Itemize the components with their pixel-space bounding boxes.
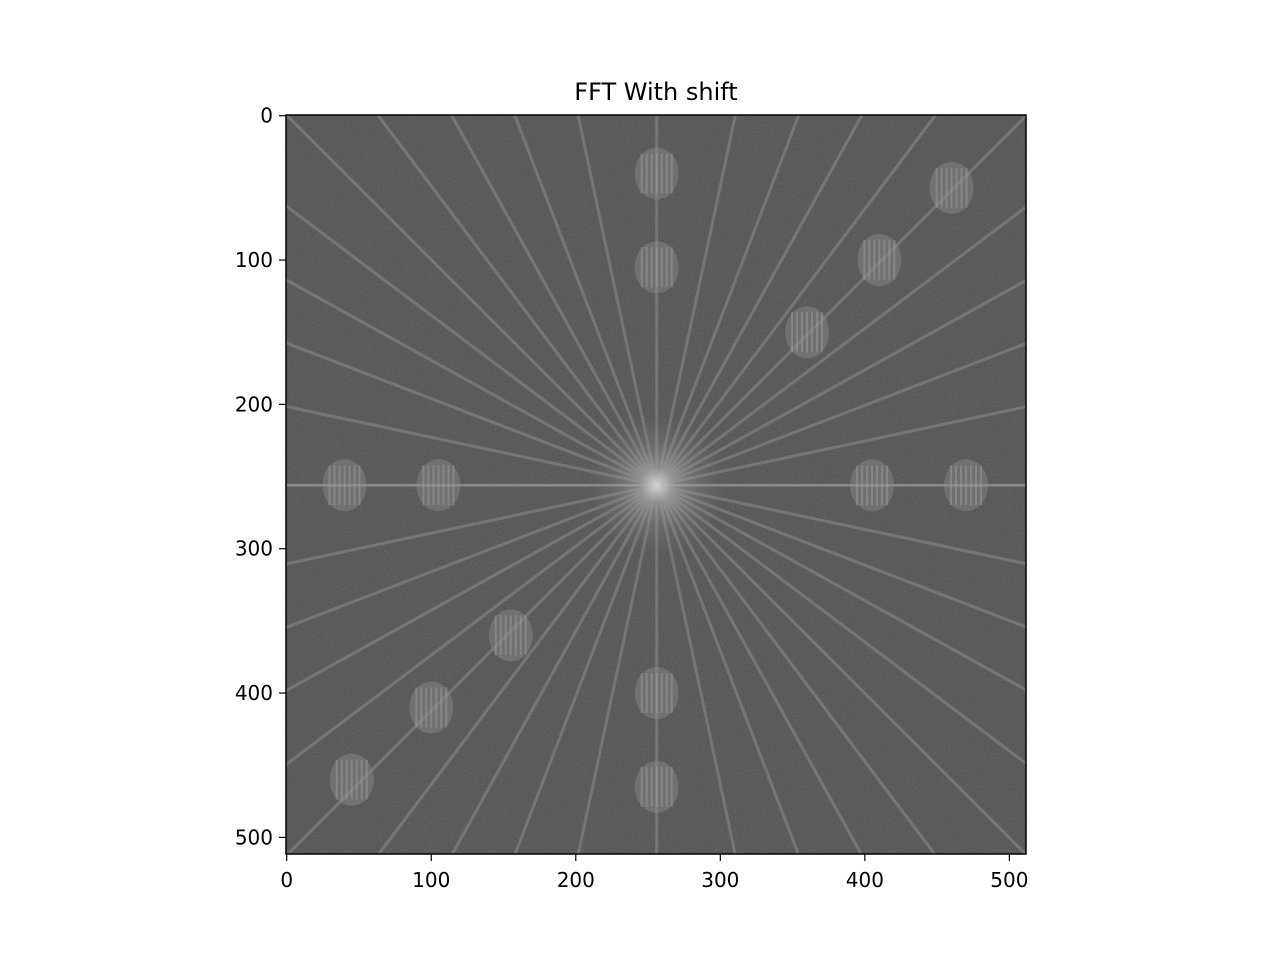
x-tick-label: 0 — [280, 868, 293, 892]
plot-frame — [285, 114, 1027, 855]
x-tick-label: 300 — [701, 868, 739, 892]
artifact-blob — [944, 459, 989, 512]
artifact-blob — [416, 459, 461, 512]
x-tick-label: 500 — [990, 868, 1028, 892]
artifact-blobs — [322, 147, 989, 813]
x-axis: 0 100 200 300 400 500 — [280, 854, 1028, 892]
artifact-blob — [634, 667, 679, 720]
artifact-blob — [322, 459, 367, 512]
artifact-blob — [634, 147, 679, 200]
y-tick-label: 200 — [235, 392, 273, 416]
artifact-blob — [329, 753, 374, 806]
center-glow — [586, 415, 727, 556]
artifact-blob — [785, 306, 830, 359]
artifact-blob — [634, 760, 679, 813]
x-tick-label: 100 — [412, 868, 450, 892]
artifact-blob — [929, 161, 974, 214]
artifact-blob — [409, 681, 454, 734]
y-tick-label: 500 — [235, 825, 273, 849]
y-tick-label: 300 — [235, 537, 273, 561]
artifact-blob — [850, 459, 895, 512]
x-tick-label: 200 — [557, 868, 595, 892]
y-tick-label: 400 — [235, 681, 273, 705]
chart-title: FFT With shift — [574, 78, 738, 106]
y-tick-label: 0 — [260, 104, 273, 128]
artifact-blob — [857, 234, 902, 287]
y-tick-label: 100 — [235, 248, 273, 272]
y-axis: 0 100 200 300 400 500 — [235, 104, 286, 849]
artifact-blob — [488, 609, 533, 662]
artifact-blob — [634, 241, 679, 294]
x-tick-label: 400 — [846, 868, 884, 892]
